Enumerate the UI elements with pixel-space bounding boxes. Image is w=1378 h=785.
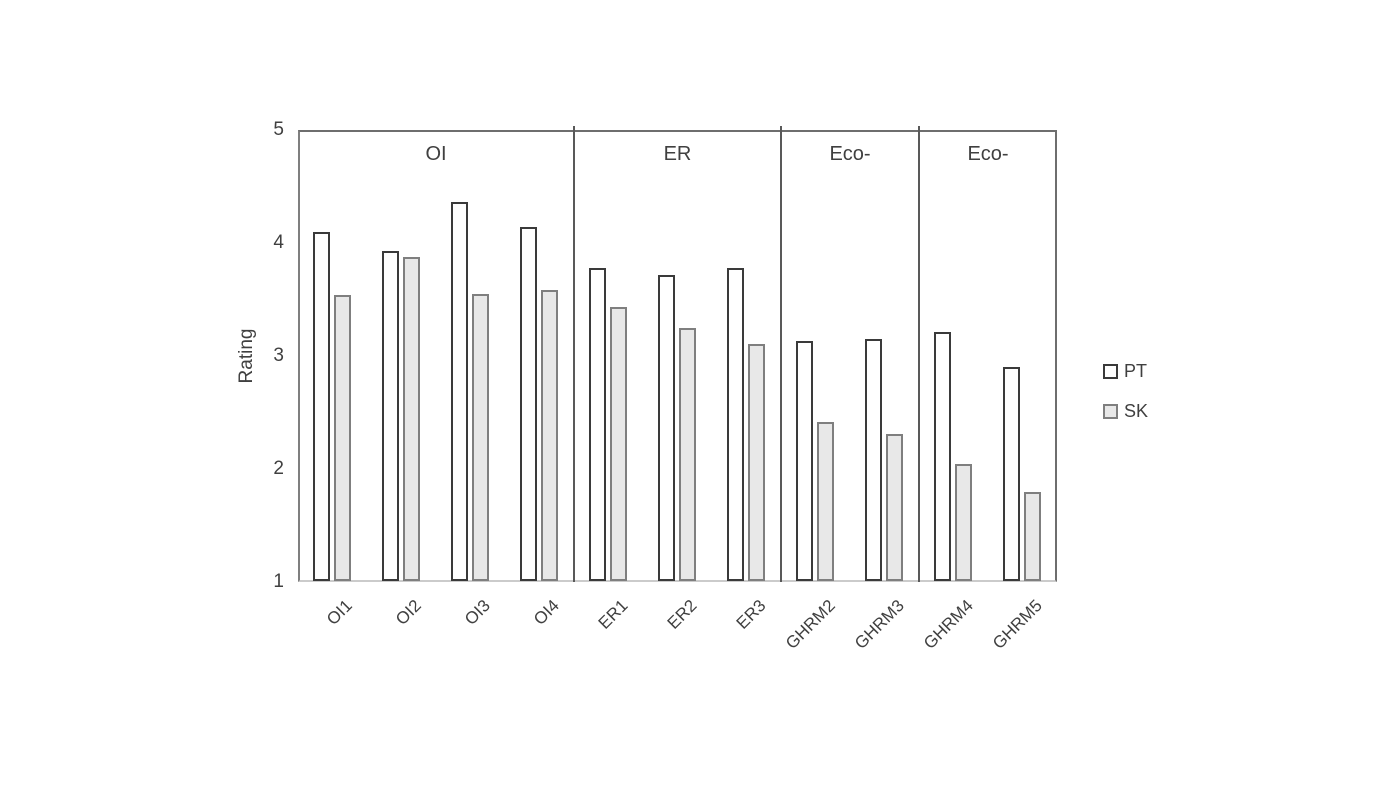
x-category-label: OI2: [392, 596, 425, 629]
x-category-label: GHRM5: [989, 596, 1046, 653]
bar-sk-oi4: [541, 290, 558, 581]
y-tick-label: 3: [273, 345, 284, 366]
section-divider: [573, 126, 575, 582]
legend: PT SK: [1103, 361, 1148, 441]
bar-sk-oi2: [403, 256, 420, 581]
y-tick-label: 1: [273, 571, 284, 592]
bar-pt-oi3: [451, 202, 468, 581]
section-divider: [780, 126, 782, 582]
section-label: OI: [425, 143, 447, 165]
bar-sk-er1: [610, 307, 627, 581]
x-category-label: ER1: [595, 596, 632, 633]
bar-pt-ghrm4: [934, 332, 951, 581]
section-label: Eco-: [967, 143, 1009, 165]
x-category-label: GHRM4: [920, 596, 977, 653]
bar-pt-ghrm2: [796, 341, 813, 581]
y-tick-label: 2: [273, 458, 284, 479]
section-label: ER: [663, 143, 692, 165]
x-category-label: OI3: [461, 596, 494, 629]
bar-pt-er1: [589, 267, 606, 581]
legend-swatch-pt: [1103, 363, 1118, 379]
section-label: Eco-: [829, 143, 871, 165]
x-category-label: GHRM2: [782, 596, 839, 653]
bar-sk-oi1: [334, 294, 351, 581]
x-category-label: ER3: [733, 596, 770, 633]
bar-sk-ghrm5: [1024, 491, 1041, 581]
x-category-label: OI4: [530, 596, 563, 629]
x-category-label: GHRM3: [851, 596, 908, 653]
bar-sk-er3: [748, 343, 765, 581]
plot-area: [298, 130, 1057, 582]
y-tick-label: 5: [273, 119, 284, 140]
legend-swatch-sk: [1103, 403, 1118, 419]
bar-sk-ghrm2: [817, 421, 834, 581]
bar-pt-er3: [727, 267, 744, 581]
bar-pt-oi4: [520, 227, 537, 581]
legend-label-pt: PT: [1124, 360, 1148, 381]
x-category-label: OI1: [323, 596, 356, 629]
legend-item-pt: PT: [1103, 361, 1148, 381]
bar-sk-ghrm4: [955, 464, 972, 581]
bar-pt-ghrm3: [865, 339, 882, 581]
bar-pt-er2: [658, 274, 675, 581]
bar-sk-er2: [679, 327, 696, 581]
x-category-label: ER2: [664, 596, 701, 633]
section-divider: [918, 126, 920, 582]
bar-pt-oi1: [313, 231, 330, 581]
bar-pt-ghrm5: [1003, 367, 1020, 581]
y-tick-label: 4: [273, 232, 284, 253]
legend-item-sk: SK: [1103, 401, 1148, 421]
bar-sk-oi3: [472, 293, 489, 581]
bar-sk-ghrm3: [886, 433, 903, 581]
bar-pt-oi2: [382, 250, 399, 581]
legend-label-sk: SK: [1124, 400, 1149, 421]
